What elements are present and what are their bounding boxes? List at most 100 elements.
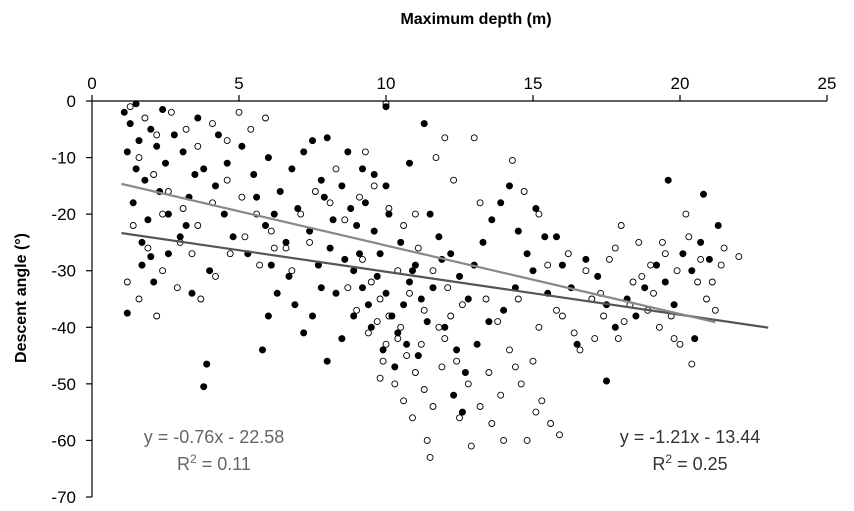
filled-data-point	[602, 377, 610, 385]
open-data-point	[173, 284, 181, 292]
filled-data-point	[373, 272, 381, 280]
open-data-point	[494, 318, 502, 326]
open-data-point	[297, 210, 305, 218]
open-data-point	[364, 329, 372, 337]
filled-data-point	[159, 106, 167, 114]
open-data-point	[520, 188, 528, 195]
open-data-point	[359, 255, 366, 263]
filled-data-point	[250, 171, 258, 179]
filled-data-point	[123, 148, 131, 156]
open-data-point	[262, 114, 269, 122]
open-data-point	[429, 267, 437, 275]
filled-data-point	[317, 284, 325, 292]
filled-data-point	[238, 142, 246, 150]
open-data-point	[447, 312, 455, 320]
open-data-point	[209, 120, 216, 128]
open-data-point	[282, 244, 290, 252]
open-data-point	[270, 244, 278, 252]
open-data-point	[194, 142, 202, 150]
open-data-point	[488, 420, 496, 427]
filled-data-point	[594, 272, 602, 280]
filled-data-point	[691, 335, 699, 343]
y-tick-label: -50	[51, 375, 76, 394]
filled-data-point	[485, 318, 493, 326]
open-data-point	[467, 442, 475, 450]
filled-data-point	[558, 261, 566, 269]
open-data-point	[591, 335, 599, 343]
filled-data-point	[300, 329, 308, 337]
filled-data-point	[505, 182, 513, 190]
open-data-point	[464, 380, 472, 388]
open-data-point	[717, 261, 725, 269]
filled-data-point	[473, 340, 481, 348]
filled-data-point	[652, 261, 660, 269]
trend-line	[121, 182, 716, 324]
filled-data-point	[408, 267, 416, 275]
open-data-point	[547, 420, 555, 427]
x-tick-label: 20	[671, 74, 690, 93]
y-tick-label: -30	[51, 262, 76, 281]
filled-data-point	[323, 357, 331, 365]
open-data-point	[558, 312, 566, 320]
filled-data-point	[164, 210, 172, 218]
open-data-point	[497, 391, 505, 399]
filled-data-point	[382, 103, 390, 111]
filled-data-point	[679, 250, 687, 258]
filled-data-point	[264, 312, 272, 320]
open-data-point	[532, 408, 540, 416]
filled-data-point	[464, 295, 472, 303]
open-data-point	[406, 289, 413, 297]
open-data-point	[150, 171, 158, 178]
filled-data-point	[714, 222, 722, 230]
open-data-point	[400, 222, 408, 229]
open-data-point	[379, 357, 387, 365]
open-data-point	[426, 453, 434, 461]
open-data-point	[611, 244, 619, 252]
open-data-point	[650, 289, 657, 297]
filled-data-point	[461, 368, 469, 376]
open-data-point	[688, 360, 696, 368]
open-data-point	[482, 295, 490, 303]
filled-data-point	[347, 205, 355, 213]
open-data-point	[129, 222, 137, 229]
x-axis-title: Maximum depth (m)	[400, 11, 551, 28]
open-data-point	[500, 436, 508, 444]
filled-data-point	[379, 346, 387, 354]
open-data-point	[238, 193, 246, 201]
filled-data-point	[273, 289, 281, 297]
open-data-point	[564, 250, 572, 258]
open-data-point	[429, 403, 437, 410]
open-data-point	[529, 357, 537, 365]
filled-data-point	[126, 120, 134, 128]
open-data-point	[226, 250, 234, 258]
open-data-point	[435, 323, 443, 331]
filled-data-point	[138, 261, 146, 269]
open-data-point	[311, 188, 319, 195]
open-data-point	[423, 436, 431, 444]
x-tick-label: 25	[818, 74, 837, 93]
filled-data-point	[405, 159, 413, 167]
y-tick-label: -40	[51, 318, 76, 337]
open-data-point	[441, 335, 449, 343]
filled-data-point	[435, 233, 443, 241]
filled-data-point	[223, 159, 231, 167]
filled-data-point	[123, 309, 131, 317]
open-data-point	[629, 278, 637, 286]
filled-data-point	[382, 182, 390, 190]
open-data-point	[135, 154, 143, 162]
open-data-point	[144, 244, 152, 252]
open-data-point	[476, 403, 484, 410]
open-data-point	[444, 284, 452, 292]
open-data-point	[441, 134, 449, 142]
open-data-point	[506, 346, 513, 354]
filled-data-point	[282, 238, 290, 246]
filled-data-point	[367, 323, 375, 331]
filled-data-point	[641, 284, 649, 292]
filled-data-point	[397, 238, 405, 246]
axis-ticks: 0 5 10 15 20 25 0 -10 -20 -30 -40 -50 -60 -70	[51, 74, 836, 507]
filled-data-point	[150, 278, 158, 286]
filled-data-point	[188, 289, 196, 297]
filled-data-point	[450, 391, 458, 399]
open-data-point	[153, 131, 161, 139]
